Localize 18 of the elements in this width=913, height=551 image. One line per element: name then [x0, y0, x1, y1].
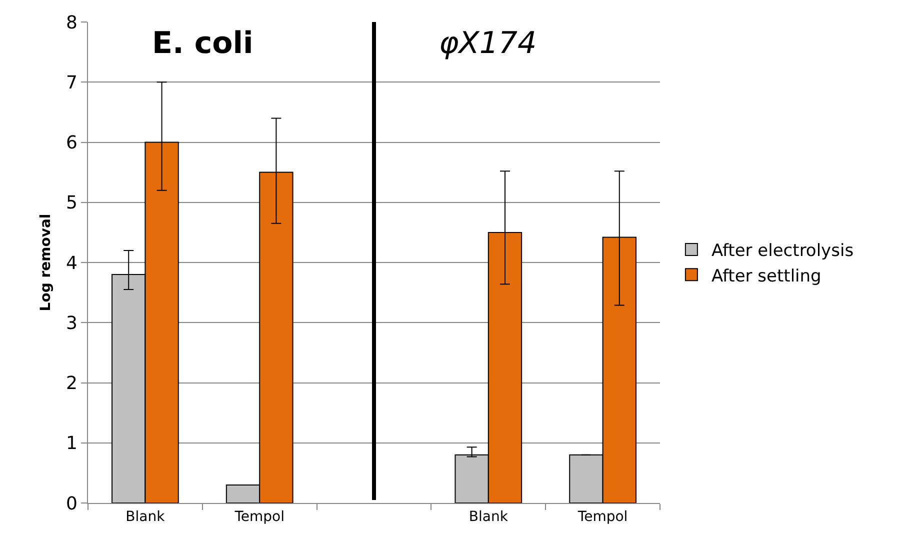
annotation: φX174 — [439, 26, 537, 61]
y-tick-label: 0 — [66, 493, 78, 514]
x-tick-label: Blank — [126, 508, 166, 525]
y-axis-title: Log removal — [38, 214, 54, 312]
x-tick-label: Tempol — [234, 508, 284, 525]
legend-label: After electrolysis — [711, 241, 854, 262]
x-tick-label: Tempol — [576, 508, 628, 525]
y-tick-label: 3 — [66, 312, 78, 334]
y-tick-label: 5 — [66, 192, 78, 214]
y-tick-label: 1 — [66, 433, 78, 454]
y-tick-label: 6 — [66, 132, 78, 154]
annotation: E. coli — [152, 26, 254, 61]
legend-label: After settling — [711, 266, 822, 286]
y-tick-label: 4 — [66, 252, 78, 274]
x-tick-label: Blank — [468, 508, 509, 525]
y-tick-label: 8 — [66, 12, 78, 34]
y-tick-label: 7 — [66, 72, 78, 94]
y-tick-label: 2 — [66, 373, 78, 394]
